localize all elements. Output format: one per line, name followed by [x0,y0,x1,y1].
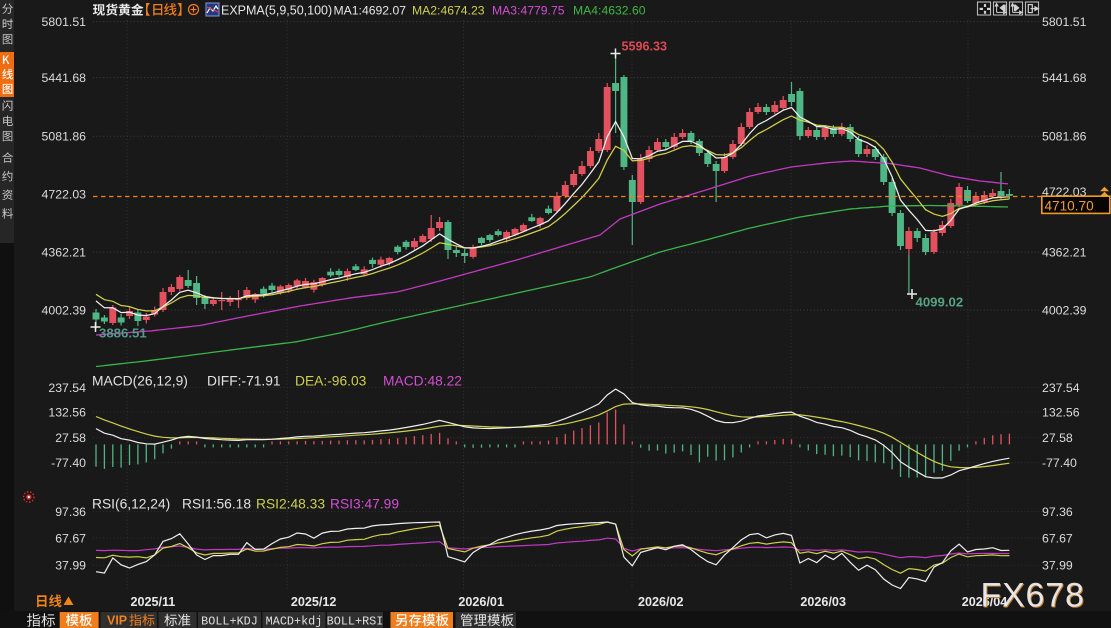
svg-text:2026/01: 2026/01 [458,595,504,609]
svg-text:MA2:4674.23: MA2:4674.23 [412,4,485,18]
svg-text:-77.40: -77.40 [51,456,86,470]
svg-text:27.58: 27.58 [55,431,86,445]
svg-text:MACD+kdj: MACD+kdj [266,615,323,628]
svg-text:DIFF:-71.91: DIFF:-71.91 [207,374,281,389]
svg-text:RSI(6,12,24): RSI(6,12,24) [92,497,170,512]
svg-text:97.36: 97.36 [1042,505,1073,519]
svg-text:FX678: FX678 [981,577,1085,615]
svg-text:RSI1:56.18: RSI1:56.18 [182,497,251,512]
svg-text:97.36: 97.36 [55,505,86,519]
svg-text:5801.51: 5801.51 [42,15,87,29]
svg-text:VIP: VIP [107,614,127,628]
svg-text:RSI3:47.99: RSI3:47.99 [330,497,399,512]
svg-text:5801.51: 5801.51 [1042,15,1087,29]
svg-text:37.99: 37.99 [1042,559,1073,573]
svg-text:MA4:4632.60: MA4:4632.60 [573,4,646,18]
svg-text:MA3:4779.75: MA3:4779.75 [492,4,565,18]
svg-text:67.67: 67.67 [1042,531,1073,545]
svg-text:MACD:48.22: MACD:48.22 [383,374,462,389]
svg-text:27.58: 27.58 [1042,431,1073,445]
svg-text:RSI2:48.33: RSI2:48.33 [256,497,325,512]
svg-text:5081.86: 5081.86 [42,130,87,144]
svg-text:EXPMA(5,9,50,100): EXPMA(5,9,50,100) [221,4,332,18]
svg-text:MACD(26,12,9): MACD(26,12,9) [92,374,188,389]
svg-text:2026/04: 2026/04 [962,595,1008,609]
svg-text:132.56: 132.56 [1042,405,1080,419]
svg-text:5081.86: 5081.86 [1042,130,1087,144]
svg-text:37.99: 37.99 [55,559,86,573]
svg-text:4722.03: 4722.03 [42,188,87,202]
svg-text:4710.70: 4710.70 [1045,198,1095,213]
svg-text:132.56: 132.56 [48,405,86,419]
svg-text:4002.39: 4002.39 [42,303,87,317]
svg-text:5441.68: 5441.68 [42,71,87,85]
svg-text:2025/11: 2025/11 [130,595,175,609]
svg-text:BOLL+RSI: BOLL+RSI [327,615,384,628]
svg-text:5596.33: 5596.33 [622,40,668,54]
svg-text:67.67: 67.67 [55,531,86,545]
svg-text:2025/12: 2025/12 [291,595,337,609]
svg-text:4002.39: 4002.39 [1042,303,1087,317]
svg-text:237.54: 237.54 [1042,381,1080,395]
svg-text:2026/02: 2026/02 [638,595,684,609]
svg-text:4362.21: 4362.21 [42,245,87,259]
svg-text:FX678: FX678 [982,578,1086,616]
svg-text:BOLL+KDJ: BOLL+KDJ [201,615,258,628]
svg-text:4362.21: 4362.21 [1042,245,1087,259]
svg-text:DEA:-96.03: DEA:-96.03 [295,374,367,389]
svg-text:4099.02: 4099.02 [916,295,964,310]
svg-text:5441.68: 5441.68 [1042,71,1087,85]
svg-text:-77.40: -77.40 [1042,456,1077,470]
svg-text:2026/03: 2026/03 [800,595,846,609]
svg-text:237.54: 237.54 [48,381,86,395]
svg-text:MA1:4692.07: MA1:4692.07 [334,4,407,18]
svg-text:3886.51: 3886.51 [99,326,147,341]
